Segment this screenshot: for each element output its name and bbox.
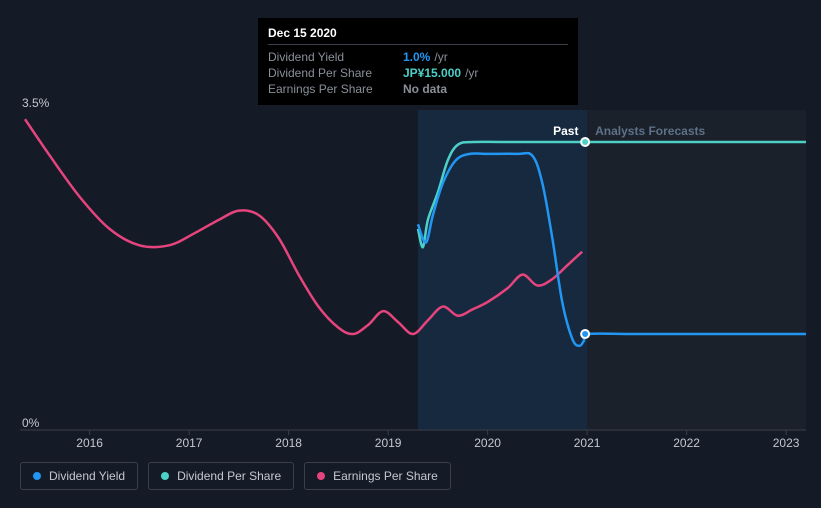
tooltip-row: Dividend Per ShareJP¥15.000/yr bbox=[268, 65, 568, 81]
x-axis-label: 2017 bbox=[176, 436, 203, 450]
forecast-label: Analysts Forecasts bbox=[595, 124, 705, 138]
tooltip: Dec 15 2020 Dividend Yield1.0%/yrDividen… bbox=[258, 18, 578, 105]
past-label: Past bbox=[553, 124, 578, 138]
y-axis-label: 3.5% bbox=[22, 96, 49, 110]
legend-swatch bbox=[33, 472, 41, 480]
tooltip-date: Dec 15 2020 bbox=[268, 26, 568, 45]
x-axis-label: 2021 bbox=[574, 436, 601, 450]
tooltip-row-unit: /yr bbox=[465, 66, 478, 80]
legend-swatch bbox=[161, 472, 169, 480]
tooltip-row: Earnings Per ShareNo data bbox=[268, 81, 568, 97]
tooltip-row-value: No data bbox=[403, 82, 447, 96]
x-axis-label: 2020 bbox=[474, 436, 501, 450]
tooltip-row-value: JP¥15.000 bbox=[403, 66, 461, 80]
legend-label: Dividend Per Share bbox=[177, 469, 281, 483]
chart-svg bbox=[20, 100, 806, 450]
tooltip-row-label: Dividend Per Share bbox=[268, 66, 403, 80]
legend-label: Earnings Per Share bbox=[333, 469, 438, 483]
tooltip-row-label: Earnings Per Share bbox=[268, 82, 403, 96]
y-axis-label: 0% bbox=[22, 416, 39, 430]
tooltip-row-label: Dividend Yield bbox=[268, 50, 403, 64]
tooltip-row-value: 1.0% bbox=[403, 50, 430, 64]
legend-item[interactable]: Earnings Per Share bbox=[304, 462, 451, 490]
tooltip-row-unit: /yr bbox=[434, 50, 447, 64]
x-axis-label: 2018 bbox=[275, 436, 302, 450]
x-axis-label: 2019 bbox=[375, 436, 402, 450]
x-axis-label: 2016 bbox=[76, 436, 103, 450]
legend-label: Dividend Yield bbox=[49, 469, 125, 483]
x-axis-label: 2023 bbox=[773, 436, 800, 450]
legend-item[interactable]: Dividend Per Share bbox=[148, 462, 294, 490]
tooltip-row: Dividend Yield1.0% /yr bbox=[268, 49, 568, 65]
x-axis-label: 2022 bbox=[673, 436, 700, 450]
chart-area: 3.5%0% 20162017201820192020202120222023 … bbox=[20, 100, 806, 450]
legend: Dividend Yield Dividend Per Share Earnings… bbox=[20, 462, 451, 490]
legend-swatch bbox=[317, 472, 325, 480]
legend-item[interactable]: Dividend Yield bbox=[20, 462, 138, 490]
